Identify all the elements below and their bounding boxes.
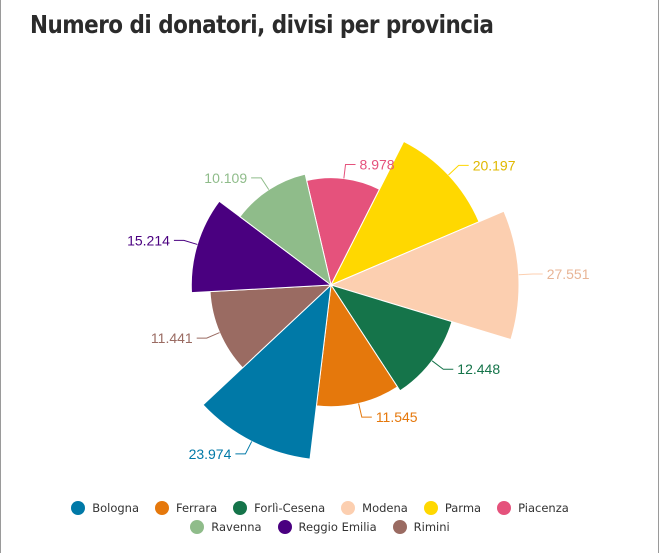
slice-parma[interactable] <box>329 140 480 286</box>
polar-area-chart: 8.978 20.197 27.551 12.448 11.545 23.974 11.44… <box>127 140 590 462</box>
legend-label: Reggio Emilia <box>298 519 377 534</box>
data-label-bologna: 23.974 <box>189 446 232 462</box>
legend-row: Ravenna Reggio Emilia Rimini <box>0 517 640 536</box>
legend-swatch <box>155 500 169 515</box>
leader-line-ravenna <box>251 177 270 190</box>
legend-swatch <box>341 500 356 515</box>
leader-line-forli-cesena <box>431 360 454 370</box>
legend-item-ferrara[interactable]: Ferrara <box>155 500 218 515</box>
slice-modena[interactable] <box>329 210 520 341</box>
legend-item-forli-cesena[interactable]: Forlì-Cesena <box>233 500 326 515</box>
leader-line-bologna <box>235 441 253 455</box>
leader-line-modena <box>518 273 543 276</box>
slice-ravenna[interactable] <box>239 173 332 287</box>
data-label-piacenza: 8.978 <box>360 157 395 173</box>
legend-item-reggio-emilia[interactable]: Reggio Emilia <box>277 519 377 534</box>
legend-swatch <box>233 500 248 515</box>
legend-swatch <box>71 500 86 515</box>
leader-line-parma <box>448 164 469 176</box>
legend-label: Forlì-Cesena <box>254 500 326 515</box>
legend-swatch <box>190 519 205 534</box>
data-label-ravenna: 10.109 <box>204 170 247 186</box>
legend-label: Ravenna <box>211 519 262 534</box>
legend-swatch <box>423 500 438 515</box>
data-label-reggio-emilia: 15.214 <box>127 232 170 248</box>
legend-row: Bologna Ferrara Forlì-Cesena Modena Parma Pia… <box>0 498 640 517</box>
data-label-rimini: 11.441 <box>151 330 193 346</box>
leader-line-reggio-emilia <box>173 239 198 245</box>
slice-rimini[interactable] <box>209 284 333 369</box>
legend-label: Bologna <box>92 500 139 515</box>
legend-item-rimini[interactable]: Rimini <box>392 519 450 534</box>
chart-title: Numero di donatori, divisi per provincia <box>30 10 494 39</box>
legend-swatch <box>277 519 292 534</box>
legend-swatch <box>392 519 407 534</box>
legend-item-bologna[interactable]: Bologna <box>71 500 139 515</box>
leader-line-piacenza <box>343 164 356 179</box>
legend-item-modena[interactable]: Modena <box>341 500 408 515</box>
legend-item-piacenza[interactable]: Piacenza <box>497 500 569 515</box>
legend-label: Parma <box>444 500 482 515</box>
legend-item-parma[interactable]: Parma <box>423 500 482 515</box>
legend: Bologna Ferrara Forlì-Cesena Modena Parma Pia… <box>0 498 640 536</box>
legend-label: Ferrara <box>176 500 218 515</box>
data-label-ferrara: 11.545 <box>376 409 418 425</box>
legend-swatch <box>497 500 512 515</box>
data-label-modena: 27.551 <box>547 266 590 282</box>
legend-label: Rimini <box>413 519 450 534</box>
legend-label: Modena <box>362 500 408 515</box>
legend-label: Piacenza <box>518 500 569 515</box>
leader-line-ferrara <box>358 403 372 418</box>
leader-line-rimini <box>196 332 220 339</box>
data-label-parma: 20.197 <box>473 157 516 173</box>
data-label-forli-cesena: 12.448 <box>457 361 500 377</box>
legend-item-ravenna[interactable]: Ravenna <box>190 519 262 534</box>
